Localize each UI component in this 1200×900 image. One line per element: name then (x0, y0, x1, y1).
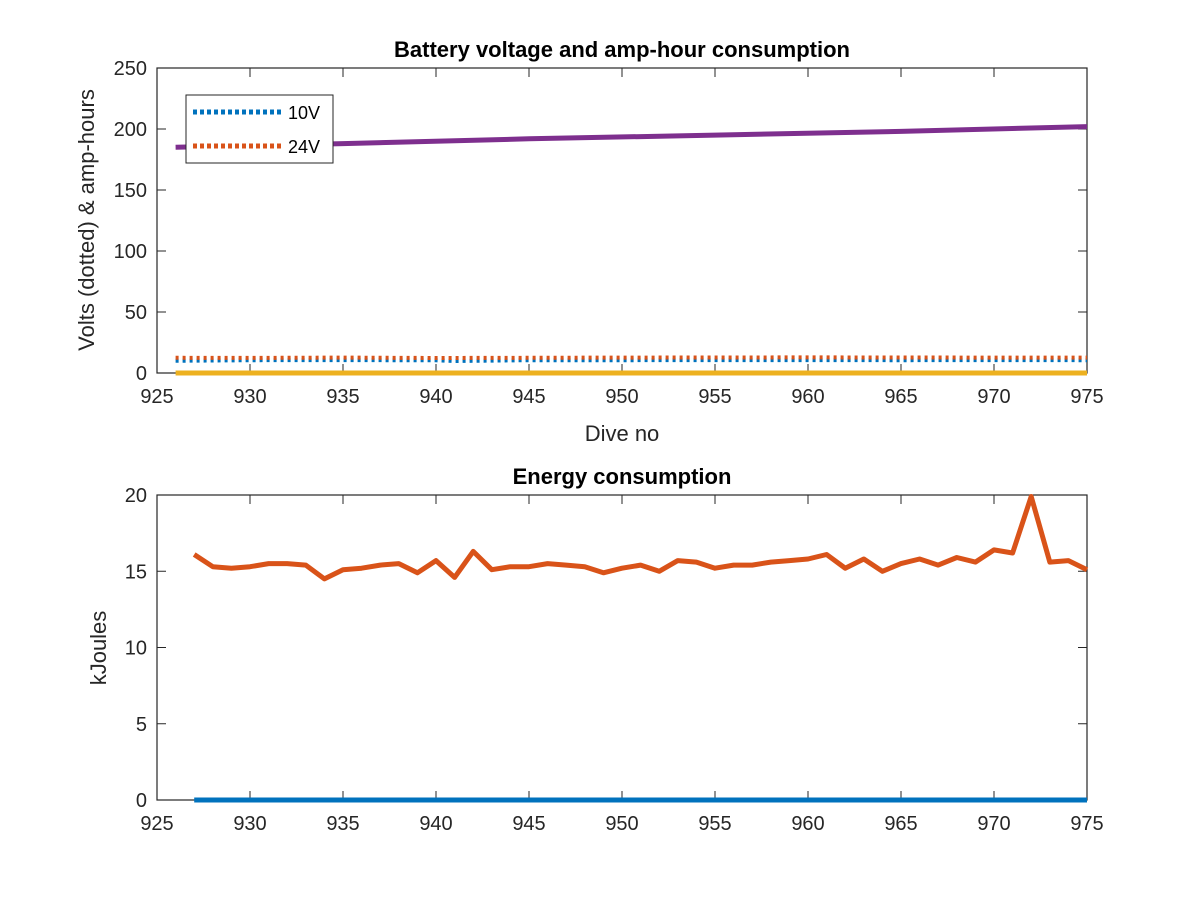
energy-chart-ytick-label: 20 (125, 485, 147, 507)
energy-chart: Energy consumption kJoules 925 930 935 940 9… (86, 464, 1104, 835)
voltage-chart-ytick-label: 200 (114, 119, 147, 141)
energy-chart-xtick-label: 965 (884, 813, 917, 835)
voltage-chart-ytick-label: 150 (114, 180, 147, 202)
legend-24v-label: 24V (288, 137, 320, 157)
voltage-chart: Battery voltage and amp-hour consumption… (74, 37, 1104, 446)
energy-chart-ytick-label: 10 (125, 638, 147, 660)
energy-chart-xtick-label: 925 (140, 813, 173, 835)
voltage-chart-title: Battery voltage and amp-hour consumption (394, 37, 850, 62)
energy-chart-xtick-label: 960 (791, 813, 824, 835)
voltage-chart-xtick-label: 975 (1070, 386, 1103, 408)
voltage-chart-ytick-label: 100 (114, 241, 147, 263)
voltage-chart-legend: 10V 24V (185, 94, 334, 164)
voltage-chart-xtick-label: 960 (791, 386, 824, 408)
voltage-chart-ytick-label: 250 (114, 58, 147, 80)
voltage-chart-series-10v (175, 358, 1088, 363)
voltage-chart-xtick-label: 940 (419, 386, 452, 408)
voltage-chart-xtick-label: 945 (512, 386, 545, 408)
voltage-chart-xtick-label: 925 (140, 386, 173, 408)
energy-chart-ticks: 925 930 935 940 945 950 955 960 965 970 975 0 5 10 15 2… (125, 485, 1104, 835)
voltage-chart-ticks: 925 930 935 940 945 950 955 960 965 970 975 0 50 100 1… (114, 58, 1104, 408)
energy-chart-xtick-label: 935 (326, 813, 359, 835)
energy-chart-series (192, 494, 1089, 803)
energy-chart-ytick-label: 15 (125, 561, 147, 583)
energy-chart-ytick-label: 0 (136, 790, 147, 812)
voltage-chart-xlabel: Dive no (585, 421, 660, 446)
energy-chart-title: Energy consumption (513, 464, 732, 489)
energy-chart-series-line-1 (192, 494, 1089, 582)
voltage-chart-xtick-label: 930 (233, 386, 266, 408)
energy-chart-xtick-label: 970 (977, 813, 1010, 835)
energy-chart-xtick-label: 955 (698, 813, 731, 835)
energy-chart-xtick-label: 945 (512, 813, 545, 835)
voltage-chart-xtick-label: 955 (698, 386, 731, 408)
energy-chart-ytick-label: 5 (136, 714, 147, 736)
voltage-chart-xtick-label: 935 (326, 386, 359, 408)
voltage-chart-xtick-label: 950 (605, 386, 638, 408)
voltage-chart-xtick-label: 970 (977, 386, 1010, 408)
voltage-chart-series-24v (175, 355, 1087, 360)
legend-box (185, 94, 334, 164)
voltage-chart-ytick-label: 0 (136, 363, 147, 385)
energy-chart-ylabel: kJoules (86, 611, 111, 686)
energy-chart-xtick-label: 950 (605, 813, 638, 835)
energy-chart-xtick-label: 930 (233, 813, 266, 835)
energy-chart-xtick-label: 940 (419, 813, 452, 835)
voltage-chart-xtick-label: 965 (884, 386, 917, 408)
voltage-chart-ytick-label: 50 (125, 302, 147, 324)
legend-10v-label: 10V (288, 103, 320, 123)
voltage-chart-ylabel: Volts (dotted) & amp-hours (74, 89, 99, 351)
energy-chart-axes-box (156, 494, 1088, 801)
energy-chart-xtick-label: 975 (1070, 813, 1103, 835)
